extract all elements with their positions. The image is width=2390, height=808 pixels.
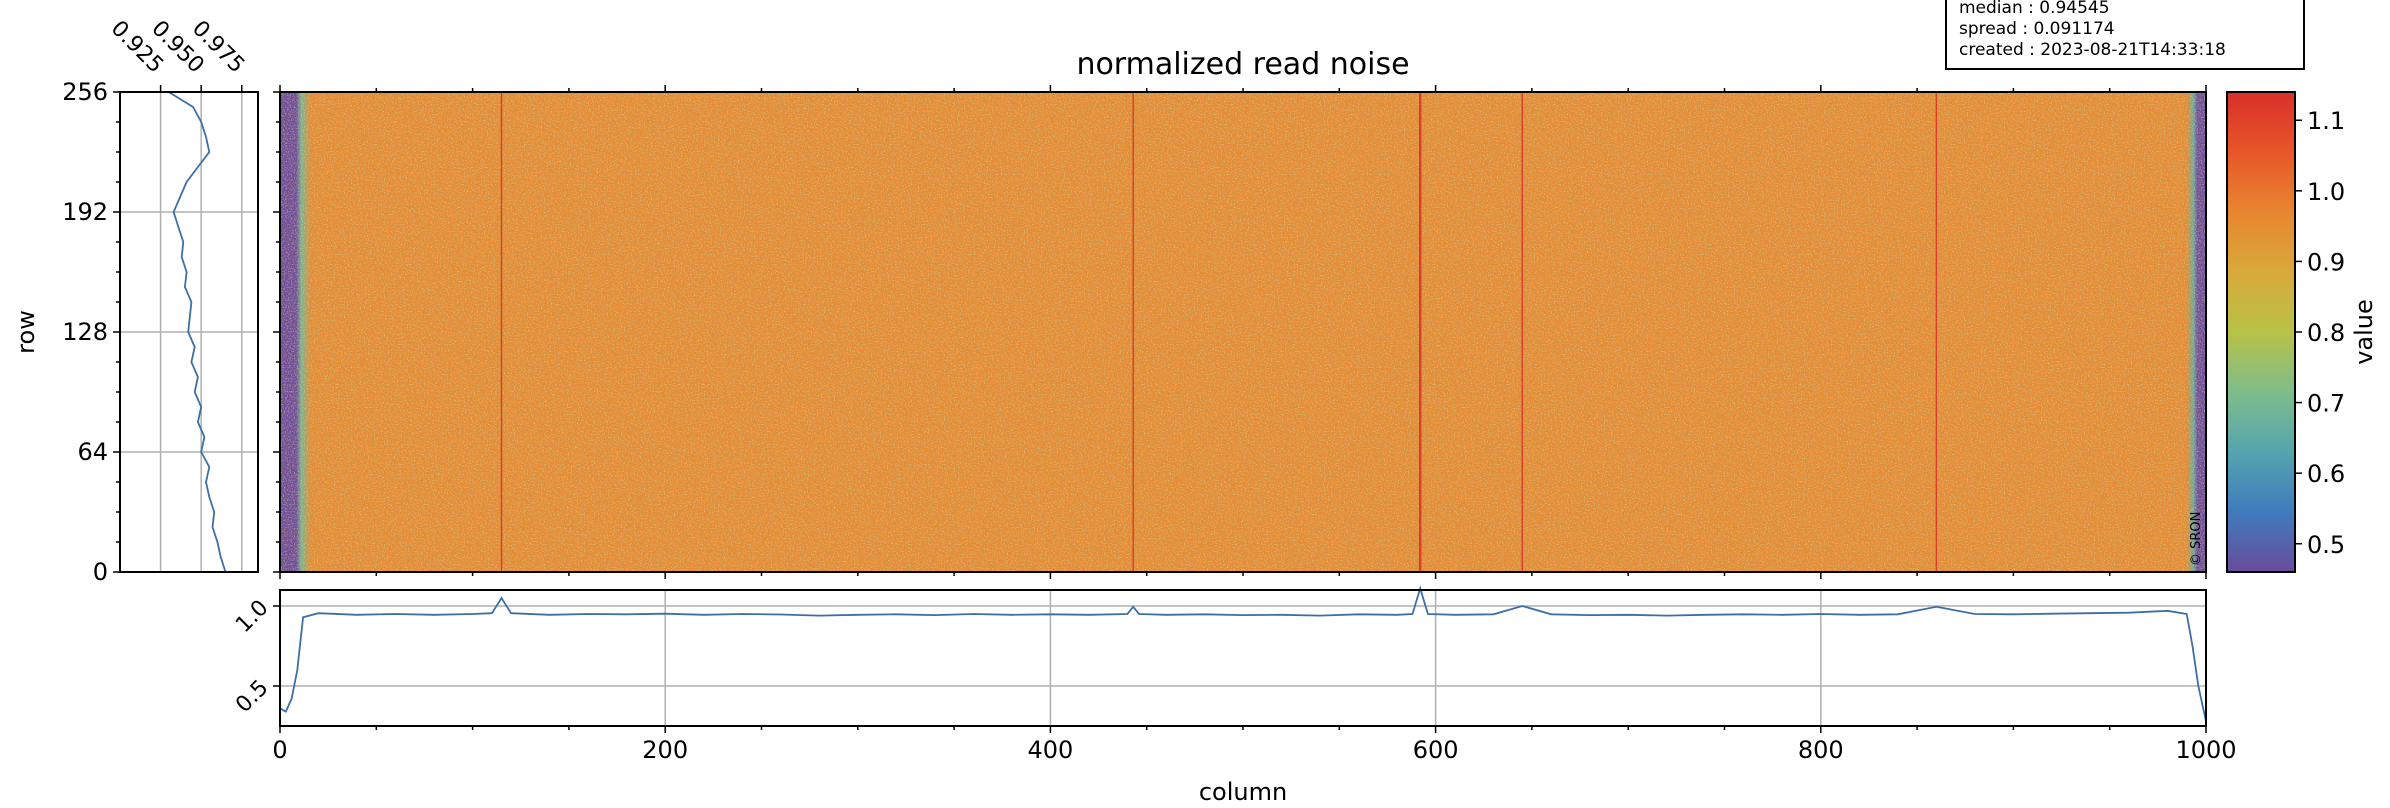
x-tick-label: 1000 bbox=[2175, 736, 2236, 764]
heatmap-panel: normalized read noise © SRON bbox=[273, 47, 2207, 579]
spread-text: spread : 0.091174 bbox=[1959, 19, 2115, 39]
y-tick-label: 64 bbox=[77, 438, 108, 466]
x-tick-label: 600 bbox=[1413, 736, 1459, 764]
chart-title: normalized read noise bbox=[1076, 47, 1409, 82]
y-tick-label: 1.0 bbox=[231, 595, 273, 637]
column-profile-panel: 0 200 400 600 800 1000 0.5 1.0 column bbox=[231, 585, 2237, 806]
colorbar-label: value bbox=[2350, 299, 2378, 365]
x-tick-label: 400 bbox=[1027, 736, 1073, 764]
colorbar-tick-label: 1.1 bbox=[2307, 107, 2345, 135]
colorbar-gradient bbox=[2226, 91, 2296, 573]
x-tick-label: 200 bbox=[642, 736, 688, 764]
colorbar-tick-label: 1.0 bbox=[2307, 178, 2345, 206]
colorbar-tick-label: 0.7 bbox=[2307, 390, 2345, 418]
column-profile-background bbox=[280, 590, 2206, 726]
colorbar-ticks: 0.5 0.6 0.7 0.8 0.9 1.0 1.1 bbox=[2295, 107, 2345, 559]
heatmap-x-ticks bbox=[279, 85, 2207, 579]
heatmap-y-ticks bbox=[273, 91, 280, 573]
y-tick-label: 0 bbox=[93, 558, 108, 586]
colorbar-tick-label: 0.5 bbox=[2307, 531, 2345, 559]
y-tick-label: 256 bbox=[62, 78, 108, 106]
x-axis-label: column bbox=[1199, 778, 1287, 806]
hot-columns bbox=[500, 92, 1938, 572]
y-tick-label: 192 bbox=[62, 198, 108, 226]
colorbar-tick-label: 0.6 bbox=[2307, 460, 2345, 488]
y-tick-label: 0.5 bbox=[231, 675, 273, 717]
heatmap-noise bbox=[280, 92, 2206, 572]
copyright-label: © SRON bbox=[2189, 512, 2204, 566]
statistics-box: median : 0.94545 spread : 0.091174 creat… bbox=[1945, 0, 2305, 70]
colorbar: 0.5 0.6 0.7 0.8 0.9 1.0 1.1 value bbox=[2226, 91, 2378, 573]
x-tick-label: 800 bbox=[1798, 736, 1844, 764]
created-text: created : 2023-08-21T14:33:18 bbox=[1959, 40, 2226, 60]
column-profile-ticks: 0 200 400 600 800 1000 0.5 1.0 bbox=[231, 595, 2236, 764]
colorbar-tick-label: 0.8 bbox=[2307, 319, 2345, 347]
row-profile-line bbox=[168, 91, 227, 573]
column-profile-line bbox=[279, 585, 2207, 722]
median-text: median : 0.94545 bbox=[1959, 0, 2110, 18]
y-tick-label: 128 bbox=[62, 318, 108, 346]
y-axis-label: row bbox=[12, 310, 40, 354]
colorbar-tick-label: 0.9 bbox=[2307, 248, 2345, 276]
x-tick-label: 0 bbox=[272, 736, 287, 764]
